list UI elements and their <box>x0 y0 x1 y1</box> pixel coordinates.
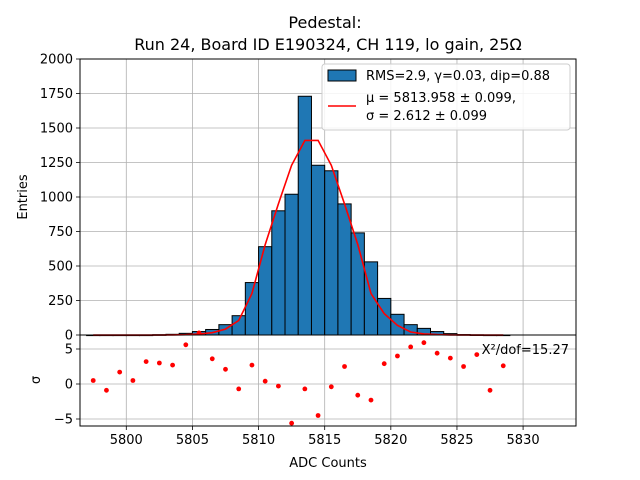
residual-point <box>289 420 295 426</box>
residual-point <box>447 355 453 361</box>
top-y-ticks: 0 250 500 750 1000 1250 1500 1750 2000 <box>40 53 80 344</box>
bottom-axes-frame <box>79 334 577 427</box>
residual-point <box>408 344 414 350</box>
legend-fit-label-2: σ = 2.612 ± 0.099 <box>366 109 487 124</box>
residual-point <box>302 386 308 392</box>
residual-point <box>104 387 109 393</box>
y-tick-label: 250 <box>48 294 73 309</box>
y-tick-label: 1750 <box>40 87 73 102</box>
histogram-bar <box>271 210 286 336</box>
chart-subtitle: Run 24, Board ID E190324, CH 119, lo gai… <box>134 35 522 54</box>
residual-point <box>434 350 440 356</box>
histogram-bar <box>284 193 299 336</box>
residual-point <box>196 330 202 336</box>
residual-point <box>170 362 175 368</box>
y-tick-label: 5 <box>65 343 73 358</box>
histogram-bar <box>324 170 339 336</box>
histogram-bars <box>86 95 511 337</box>
residual-point <box>500 363 506 369</box>
residual-point <box>90 378 96 383</box>
histogram-bar <box>297 95 312 336</box>
residual-point <box>395 353 400 359</box>
y-tick-label: −5 <box>54 413 73 428</box>
residual-point <box>156 360 162 366</box>
y-tick-label: 1250 <box>40 156 73 171</box>
residual-point <box>328 384 334 390</box>
y-tick-label: 750 <box>48 225 73 240</box>
histogram-bar <box>231 315 246 336</box>
legend-box <box>321 63 571 131</box>
residual-point <box>236 386 242 392</box>
residual-point <box>487 387 493 393</box>
residual-points <box>90 330 506 426</box>
y-tick-label: 2000 <box>40 53 73 68</box>
chi2-annotation: X²/dof=15.27 <box>482 343 569 358</box>
histogram-bar <box>350 232 365 336</box>
residual-point <box>381 361 387 367</box>
residual-point <box>342 364 347 369</box>
chart-title: Pedestal: <box>288 13 361 32</box>
y-tick-label: 1000 <box>40 191 73 206</box>
residual-point <box>421 340 427 346</box>
x-tick-label: 5815 <box>308 433 341 448</box>
residual-point <box>130 378 136 383</box>
residual-point <box>183 342 189 348</box>
legend-hist-label: RMS=2.9, γ=0.03, dip=0.88 <box>366 69 550 84</box>
legend-fit-label-1: μ = 5813.958 ± 0.099, <box>366 91 516 106</box>
y-axis-label-sigma: σ <box>29 376 44 384</box>
residual-point <box>355 392 361 398</box>
y-tick-label: 0 <box>65 329 73 344</box>
y-tick-label: 500 <box>48 260 73 275</box>
bottom-gridlines <box>80 335 576 426</box>
bottom-y-ticks: −5 0 5 <box>54 343 80 428</box>
residual-point <box>117 369 123 375</box>
x-ticks: 5800 5805 5810 5815 5820 5825 5830 <box>110 426 540 448</box>
residual-point <box>223 366 228 372</box>
y-axis-label-entries: Entries <box>16 174 31 220</box>
residual-point <box>249 362 255 368</box>
x-tick-label: 5805 <box>176 433 209 448</box>
legend-hist-swatch <box>327 69 357 82</box>
x-axis-label: ADC Counts <box>289 456 367 471</box>
y-tick-label: 0 <box>65 378 73 393</box>
residual-point <box>474 352 480 357</box>
histogram-bar <box>337 203 352 336</box>
x-tick-label: 5825 <box>440 433 473 448</box>
legend: RMS=2.9, γ=0.03, dip=0.88 μ = 5813.958 ±… <box>321 63 571 131</box>
residual-point <box>368 397 374 403</box>
histogram-bar <box>363 261 379 336</box>
residual-point <box>262 378 268 384</box>
x-tick-label: 5830 <box>507 433 540 448</box>
x-tick-label: 5820 <box>374 433 407 448</box>
x-tick-label: 5800 <box>110 433 143 448</box>
y-tick-label: 1500 <box>40 122 73 137</box>
residual-point <box>315 413 321 418</box>
residual-point <box>209 356 215 362</box>
histogram-bar <box>310 164 326 336</box>
x-tick-label: 5810 <box>242 433 275 448</box>
residual-point <box>143 359 149 364</box>
residual-point <box>461 364 466 369</box>
residual-point <box>276 383 281 389</box>
